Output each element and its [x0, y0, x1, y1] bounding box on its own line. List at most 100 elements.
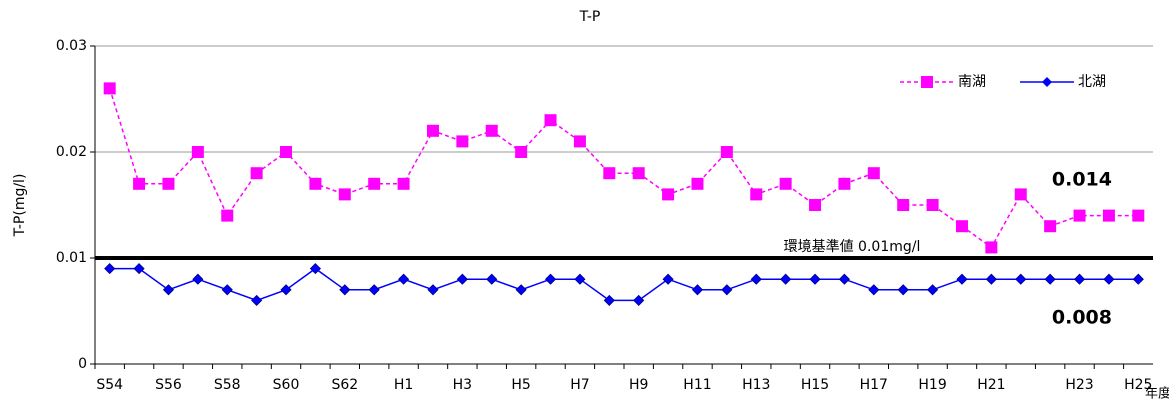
- x-tick-label: H3: [453, 377, 472, 393]
- x-tick-label: H1: [394, 377, 413, 393]
- point: [809, 273, 821, 285]
- point: [309, 177, 322, 190]
- point: [1073, 273, 1086, 285]
- point: [338, 188, 351, 201]
- x-tick-label: S60: [273, 377, 300, 393]
- y-axis-label: T-P(mg/l): [12, 174, 28, 238]
- series-line: [108, 88, 1139, 249]
- point: [397, 177, 410, 190]
- point: [104, 263, 116, 275]
- point: [956, 273, 968, 285]
- point: [955, 220, 968, 233]
- x-tick-label: S58: [214, 377, 241, 393]
- x-tick-label: S56: [155, 377, 182, 393]
- y-tick-label: 0.03: [56, 38, 87, 54]
- point: [750, 273, 762, 285]
- point: [368, 284, 380, 296]
- point: [603, 167, 616, 180]
- point: [250, 167, 263, 180]
- x-tick-label: H17: [860, 377, 888, 393]
- point: [280, 146, 293, 158]
- point: [750, 188, 763, 201]
- point: [838, 273, 850, 285]
- point: [162, 177, 175, 190]
- point: [780, 273, 792, 285]
- legend-marker: [1042, 77, 1052, 87]
- point: [574, 273, 586, 285]
- point: [927, 284, 939, 296]
- point: [280, 284, 292, 296]
- point: [720, 146, 733, 158]
- point: [1073, 209, 1086, 222]
- point: [1132, 273, 1144, 285]
- x-tick-label: H15: [801, 377, 829, 393]
- x-axis-label: 年度: [1145, 386, 1169, 402]
- point: [1044, 273, 1056, 285]
- point: [603, 294, 615, 306]
- x-tick-label: H21: [977, 377, 1005, 393]
- annotation: 0.008: [1052, 307, 1112, 329]
- point: [485, 124, 498, 137]
- point: [691, 177, 704, 190]
- annotation: 0.014: [1052, 169, 1112, 191]
- point: [721, 284, 733, 296]
- point: [897, 199, 910, 211]
- point: [191, 146, 204, 158]
- point: [427, 284, 439, 296]
- point: [868, 284, 880, 296]
- point: [897, 284, 909, 296]
- chart-title: T-P: [579, 9, 601, 25]
- point: [339, 284, 351, 296]
- x-tick-label: H9: [629, 377, 648, 393]
- point: [192, 273, 204, 285]
- y-tick-label: 0: [78, 356, 87, 372]
- point: [632, 167, 645, 180]
- point: [662, 188, 675, 201]
- legend-label: 南湖: [958, 74, 986, 90]
- point: [426, 124, 439, 137]
- point: [1132, 209, 1145, 222]
- point: [221, 209, 234, 222]
- x-tick-label: S54: [96, 377, 123, 393]
- point: [162, 284, 175, 296]
- point: [809, 199, 822, 211]
- y-tick-label: 0.02: [56, 144, 87, 160]
- point: [544, 114, 557, 127]
- point: [309, 263, 321, 275]
- x-tick-label: S62: [331, 377, 358, 393]
- point: [544, 273, 557, 285]
- point: [486, 273, 498, 285]
- point: [103, 82, 116, 95]
- point: [1103, 273, 1115, 285]
- x-tick-label: H5: [511, 377, 530, 393]
- x-tick-label: H25: [1124, 377, 1152, 393]
- reference-label: 環境基準値 0.01mg/l: [784, 238, 921, 255]
- point: [838, 177, 851, 190]
- point: [985, 273, 997, 285]
- point: [1102, 209, 1115, 222]
- point: [456, 135, 469, 148]
- point: [1014, 188, 1027, 201]
- x-tick-label: H7: [570, 377, 589, 393]
- point: [515, 284, 527, 296]
- point: [456, 273, 468, 285]
- point: [221, 284, 233, 296]
- point: [573, 135, 586, 148]
- point: [662, 273, 674, 285]
- point: [133, 177, 146, 190]
- point: [779, 177, 792, 190]
- point: [691, 284, 704, 296]
- point: [398, 273, 410, 285]
- point: [133, 263, 145, 275]
- point: [368, 177, 381, 190]
- x-tick-label: H23: [1065, 377, 1093, 393]
- point: [633, 294, 645, 306]
- x-tick-label: H11: [683, 377, 711, 393]
- point: [867, 167, 880, 180]
- point: [985, 241, 998, 254]
- x-tick-label: H19: [918, 377, 946, 393]
- legend-marker: [921, 76, 933, 88]
- point: [926, 199, 939, 211]
- legend-label: 北湖: [1078, 74, 1106, 90]
